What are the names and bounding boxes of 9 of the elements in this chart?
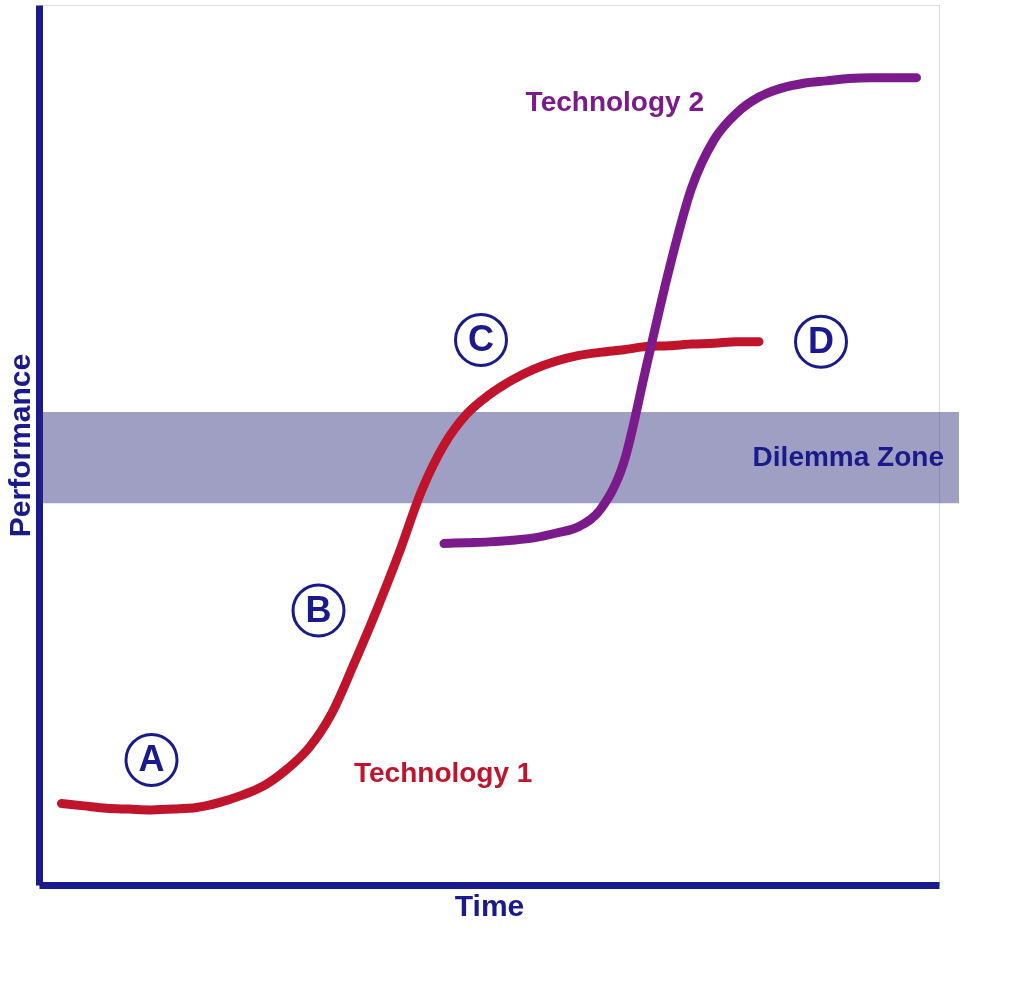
series-label: Technology 1 <box>354 757 533 789</box>
band-label: Dilemma Zone <box>752 440 944 472</box>
annotation: D <box>808 319 834 361</box>
annotation: C <box>468 317 494 359</box>
x-axis-title: Time <box>454 888 525 922</box>
series-label: Technology 2 <box>525 85 704 117</box>
y-axis-title: Performance <box>2 353 36 538</box>
annotation: A <box>138 737 165 779</box>
annotation: B <box>305 588 332 630</box>
